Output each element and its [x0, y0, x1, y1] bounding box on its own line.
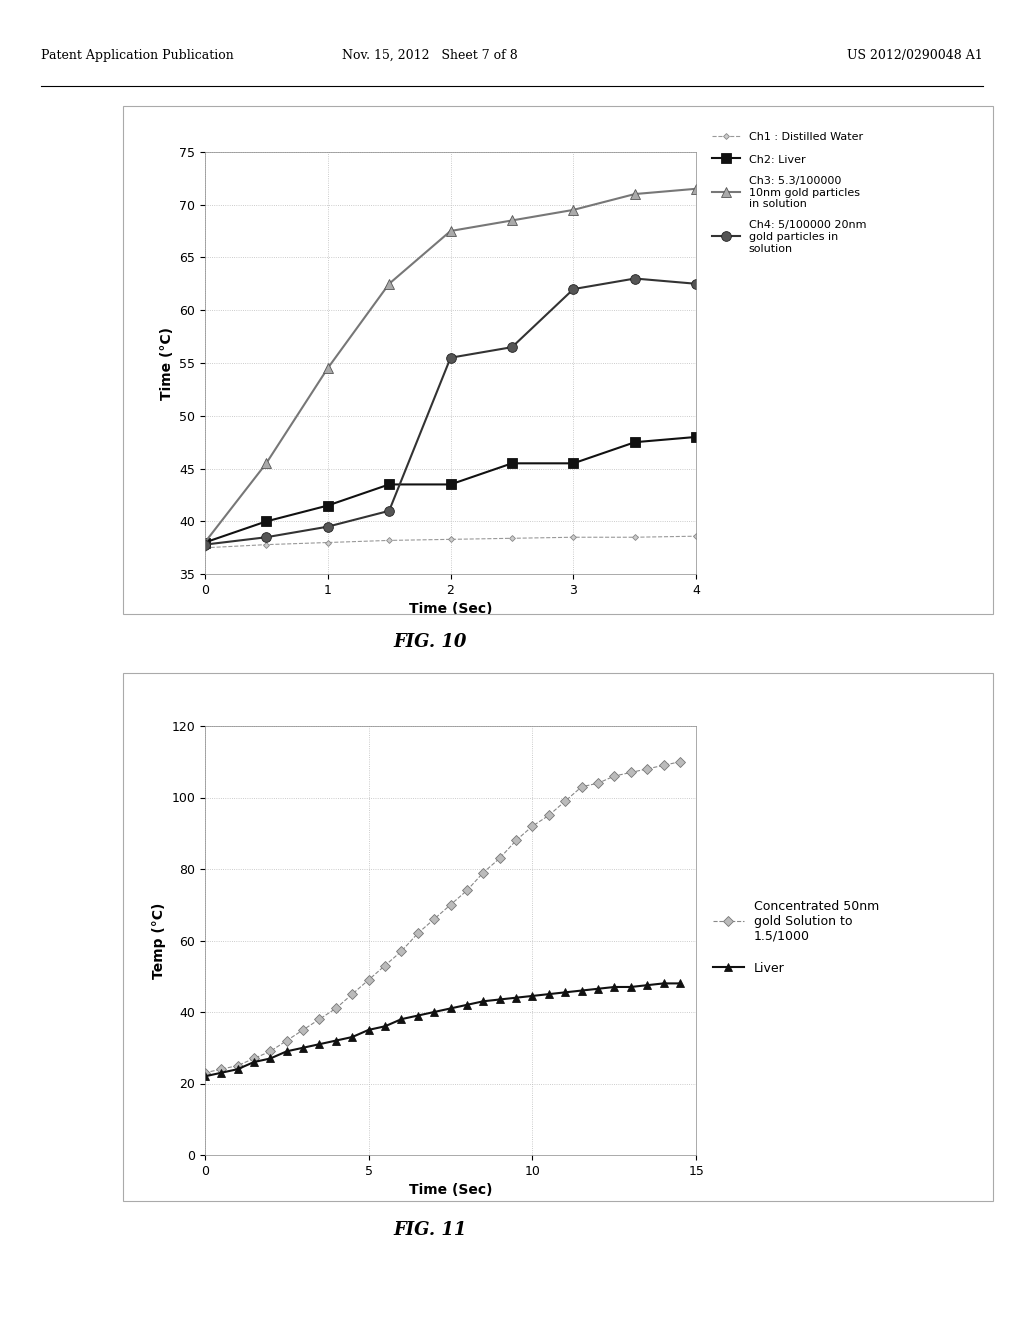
Text: Patent Application Publication: Patent Application Publication — [41, 49, 233, 62]
Y-axis label: Time (°C): Time (°C) — [160, 326, 173, 400]
Text: FIG. 11: FIG. 11 — [393, 1221, 467, 1239]
Y-axis label: Temp (°C): Temp (°C) — [152, 903, 166, 978]
X-axis label: Time (Sec): Time (Sec) — [409, 1183, 493, 1197]
Legend: Concentrated 50nm
gold Solution to
1.5/1000, Liver: Concentrated 50nm gold Solution to 1.5/1… — [713, 899, 880, 975]
Text: Nov. 15, 2012   Sheet 7 of 8: Nov. 15, 2012 Sheet 7 of 8 — [342, 49, 518, 62]
X-axis label: Time (Sec): Time (Sec) — [409, 602, 493, 616]
Legend: Ch1 : Distilled Water, Ch2: Liver, Ch3: 5.3/100000
10nm gold particles
in soluti: Ch1 : Distilled Water, Ch2: Liver, Ch3: … — [712, 131, 866, 253]
Text: FIG. 10: FIG. 10 — [393, 632, 467, 651]
Text: US 2012/0290048 A1: US 2012/0290048 A1 — [847, 49, 983, 62]
